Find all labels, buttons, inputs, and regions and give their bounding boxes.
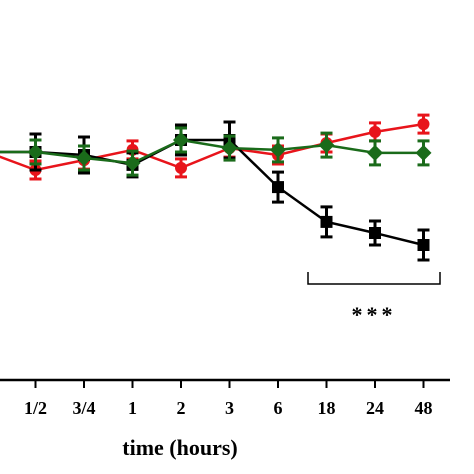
x-tick-label: 48	[415, 398, 433, 418]
x-tick-label: 18	[318, 398, 336, 418]
x-tick-label: 1	[128, 398, 137, 418]
marker	[367, 144, 383, 161]
marker	[417, 118, 430, 131]
marker	[369, 227, 381, 239]
marker	[320, 215, 333, 228]
marker	[175, 161, 187, 174]
x-tick-label: 1/2	[24, 398, 47, 418]
marker	[270, 141, 286, 158]
marker	[27, 144, 44, 160]
marker	[221, 140, 238, 157]
x-tick-label: 3	[225, 398, 234, 418]
marker	[417, 239, 430, 251]
x-tick-label: 3/4	[72, 398, 95, 418]
marker	[272, 181, 284, 194]
series-line	[0, 122, 424, 172]
x-tick-label: 24	[366, 398, 384, 418]
marker	[415, 144, 432, 161]
x-tick-label: 6	[274, 398, 283, 418]
x-axis-label: time (hours)	[122, 435, 237, 460]
marker	[369, 125, 381, 138]
annotation: ***	[352, 302, 397, 327]
marker	[76, 150, 92, 166]
significance-bracket	[307, 272, 441, 285]
marker	[318, 137, 335, 154]
x-tick-label: 2	[177, 398, 186, 418]
series-line	[0, 138, 424, 247]
marker	[124, 155, 141, 172]
marker	[173, 132, 189, 148]
series-line	[0, 138, 424, 165]
